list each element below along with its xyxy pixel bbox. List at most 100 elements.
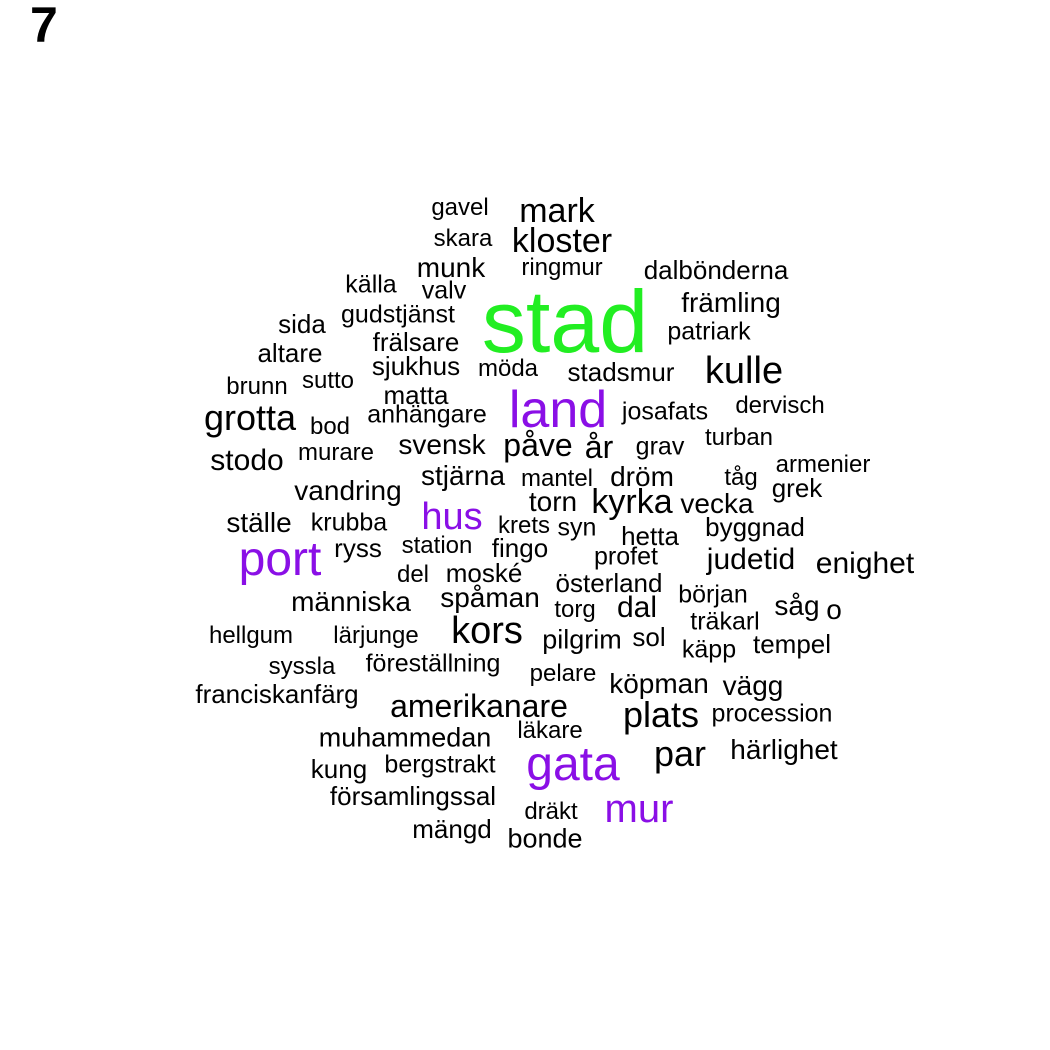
cloud-word: mur xyxy=(604,787,674,831)
cloud-word: del xyxy=(396,561,430,588)
cloud-word: hellgum xyxy=(208,622,294,649)
cloud-word: syn xyxy=(557,513,597,542)
cloud-word: bergstrakt xyxy=(384,750,496,779)
cloud-word: grotta xyxy=(203,397,297,438)
cloud-word: dalbönderna xyxy=(643,255,789,285)
cloud-word: kulle xyxy=(704,350,784,392)
cloud-word: procession xyxy=(711,699,833,728)
cloud-word: skara xyxy=(433,225,493,252)
cloud-word: bonde xyxy=(507,823,583,854)
cloud-word: köpman xyxy=(609,668,709,699)
cloud-word: munk xyxy=(416,252,486,283)
cloud-word: moské xyxy=(445,558,523,588)
cloud-word: torn xyxy=(528,486,578,517)
cloud-word: spåman xyxy=(440,582,540,613)
cloud-word: vandring xyxy=(294,475,402,506)
cloud-word: stjärna xyxy=(420,460,506,491)
cloud-word: österland xyxy=(555,568,663,598)
cloud-word: tåg xyxy=(724,464,758,491)
cloud-word: sol xyxy=(632,622,666,652)
panel-label: 7 xyxy=(30,0,58,53)
cloud-word: altare xyxy=(257,338,323,368)
cloud-word: år xyxy=(584,429,614,465)
cloud-word: stad xyxy=(481,272,649,371)
cloud-word: valv xyxy=(421,276,467,305)
cloud-word: främling xyxy=(681,287,781,318)
cloud-word: dröm xyxy=(610,461,674,492)
cloud-word: kors xyxy=(451,610,523,652)
cloud-word: mängd xyxy=(412,814,492,844)
cloud-word: bod xyxy=(309,413,351,440)
cloud-word: svensk xyxy=(398,429,486,460)
cloud-word: gata xyxy=(526,738,620,791)
cloud-word: ställe xyxy=(226,507,292,538)
cloud-word: människa xyxy=(291,586,411,617)
cloud-word: turban xyxy=(704,424,774,451)
cloud-word: kyrka xyxy=(591,483,673,521)
cloud-word: patriark xyxy=(667,317,751,346)
cloud-word: tempel xyxy=(752,629,832,659)
cloud-word: mark xyxy=(519,192,595,230)
cloud-word: grek xyxy=(771,473,823,503)
cloud-word: pelare xyxy=(529,660,597,687)
cloud-word: muhammedan xyxy=(318,722,492,753)
cloud-word: frälsare xyxy=(372,327,460,357)
cloud-word: församlingssal xyxy=(329,781,497,811)
cloud-word: profet xyxy=(594,542,658,571)
cloud-word: judetid xyxy=(706,543,796,576)
cloud-word: krubba xyxy=(310,508,388,537)
cloud-word: vecka xyxy=(680,488,754,519)
cloud-word: läkare xyxy=(517,717,583,744)
cloud-word: land xyxy=(508,381,608,439)
cloud-word: torg xyxy=(554,596,596,623)
cloud-word: fingo xyxy=(491,533,549,563)
cloud-word: ryss xyxy=(334,533,382,563)
cloud-word: sida xyxy=(278,309,326,339)
cloud-word: dräkt xyxy=(524,798,578,825)
cloud-word: plats xyxy=(622,694,700,735)
cloud-word: ringmur xyxy=(521,254,603,281)
cloud-word: par xyxy=(653,733,707,774)
cloud-word: port xyxy=(238,533,322,586)
cloud-word: station xyxy=(401,532,473,559)
cloud-word: sutto xyxy=(301,367,355,394)
cloud-word: anhängare xyxy=(367,400,487,429)
cloud-word: mantel xyxy=(520,465,594,492)
cloud-word: vägg xyxy=(722,670,784,701)
cloud-word: hetta xyxy=(621,521,679,551)
cloud-word: början xyxy=(678,580,748,609)
cloud-word: stodo xyxy=(210,444,284,477)
cloud-word: brunn xyxy=(226,373,288,400)
cloud-word: såg xyxy=(774,590,820,621)
cloud-word: gavel xyxy=(431,194,489,221)
cloud-word: käpp xyxy=(681,635,737,664)
cloud-word: syssla xyxy=(268,653,336,680)
cloud-word: dervisch xyxy=(735,392,825,419)
cloud-word: gudstjänst xyxy=(341,300,455,329)
cloud-word: murare xyxy=(297,439,375,466)
cloud-word: franciskanfärg xyxy=(195,679,359,709)
cloud-word: påve xyxy=(503,427,573,463)
cloud-word: kung xyxy=(310,754,368,784)
cloud-word: pilgrim xyxy=(542,624,622,655)
cloud-word: stadsmur xyxy=(567,357,675,387)
cloud-word: härlighet xyxy=(730,734,838,765)
cloud-word: möda xyxy=(477,355,539,382)
cloud-word: hus xyxy=(421,496,483,538)
cloud-word: kloster xyxy=(511,222,613,260)
cloud-word: träkarl xyxy=(690,607,760,636)
cloud-word: o xyxy=(826,594,842,625)
cloud-word: lärjunge xyxy=(333,622,419,649)
cloud-word: josafats xyxy=(621,397,709,426)
cloud-word: byggnad xyxy=(705,512,805,542)
cloud-word: enighet xyxy=(815,547,915,580)
cloud-word: armenier xyxy=(775,451,871,478)
cloud-word: föreställning xyxy=(365,649,501,678)
cloud-word: sjukhus xyxy=(371,351,461,381)
cloud-word: krets xyxy=(497,512,551,539)
cloud-word: matta xyxy=(383,380,449,410)
cloud-word: amerikanare xyxy=(390,688,568,724)
cloud-word: grav xyxy=(635,432,685,461)
cloud-word: källa xyxy=(345,270,397,299)
